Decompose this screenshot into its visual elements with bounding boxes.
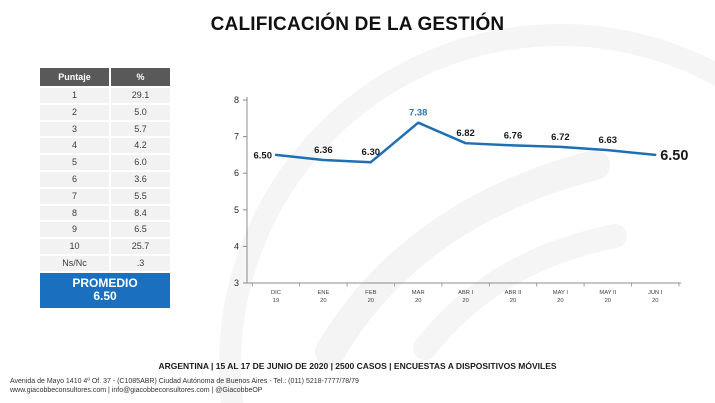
cell-puntaje: 5: [40, 155, 112, 170]
data-label: 6.50: [254, 150, 273, 161]
x-tick-label: ENE 20: [317, 290, 329, 304]
line-chart-svg: 3 4 5 6 7 8 DIC 19 ENE 20 FEB 20 MAR 20 ABR I 20 ABR II 2…: [234, 95, 688, 304]
cell-puntaje: 10: [40, 239, 112, 254]
table-row: 9 6.5: [40, 222, 170, 238]
x-tick-label: JUN I 20: [648, 290, 663, 304]
data-label: 6.50: [660, 148, 688, 164]
rating-table-body: 1 29.1 2 5.0 3 5.7 4 4.2 5 6.0 6 3.6 7 5.5 8 8.4 9 6.5 10 2…: [40, 88, 170, 271]
page-title: CALIFICACIÓN DE LA GESTIÓN: [210, 14, 505, 35]
table-row: 3 5.7: [40, 121, 170, 137]
x-tick-label: MAY II 20: [599, 290, 616, 304]
promedio-summary: PROMEDIO 6.50: [40, 272, 170, 308]
contact-footer: Avenida de Mayo 1410 4º Of. 37 - (C1085A…: [10, 377, 610, 395]
table-row: 8 8.4: [40, 205, 170, 221]
cell-percent: 4.2: [134, 140, 147, 151]
data-label: 6.36: [314, 145, 333, 156]
promedio-value: 6.50: [93, 288, 117, 303]
data-label: 6.30: [362, 147, 381, 158]
cell-percent: 6.5: [134, 224, 147, 235]
cell-percent: 6.0: [134, 157, 147, 168]
cell-puntaje: 1: [40, 88, 112, 103]
column-header-percent: %: [136, 72, 145, 82]
cell-puntaje: 6: [40, 171, 112, 187]
rating-table-header: Puntaje %: [40, 68, 170, 86]
series-line: [274, 121, 657, 164]
table-row: 7 5.5: [40, 188, 170, 204]
x-tick-label: MAY I 20: [553, 290, 569, 304]
footer-address: Avenida de Mayo 1410 4º Of. 37 - (C1085A…: [10, 378, 359, 385]
cell-puntaje: 3: [40, 121, 112, 137]
y-tick-label: 8: [234, 95, 239, 105]
cell-percent: 3.6: [134, 173, 147, 184]
table-row: 2 5.0: [40, 104, 170, 120]
data-label: 6.82: [456, 128, 475, 139]
cell-percent: 29.1: [131, 90, 150, 100]
methodology-note: ARGENTINA | 15 AL 17 DE JUNIO DE 2020 | …: [158, 361, 557, 371]
data-label: 6.76: [504, 130, 523, 141]
data-label: 6.63: [599, 135, 618, 146]
cell-puntaje: Ns/Nc: [40, 255, 112, 271]
cell-percent: 8.4: [134, 207, 147, 218]
data-label: 7.38: [409, 108, 428, 119]
gestion-line-chart: 3 4 5 6 7 8 DIC 19 ENE 20 FEB 20 MAR 20 ABR I 20 ABR II 2…: [230, 90, 705, 315]
cell-puntaje: 7: [40, 188, 112, 204]
cell-percent: 5.7: [134, 123, 147, 134]
cell-puntaje: 9: [40, 222, 112, 238]
table-row: 5 6.0: [40, 155, 170, 170]
cell-puntaje: 2: [40, 104, 112, 120]
x-tick-label: ABR I 20: [458, 290, 474, 304]
y-tick-label: 3: [234, 278, 239, 288]
x-tick-label: MAR 20: [412, 290, 425, 304]
table-row: 6 3.6: [40, 171, 170, 187]
cell-percent: 5.0: [134, 106, 147, 117]
column-header-puntaje: Puntaje: [40, 68, 112, 86]
y-tick-label: 7: [234, 132, 239, 142]
y-tick-label: 6: [234, 168, 239, 178]
cell-percent: 5.5: [134, 190, 147, 201]
cell-puntaje: 8: [40, 205, 112, 221]
cell-percent: .3: [136, 257, 145, 268]
table-row: 1 29.1: [40, 88, 170, 103]
data-label: 6.72: [551, 132, 570, 143]
cell-puntaje: 4: [40, 138, 112, 154]
x-tick-label: ABR II 20: [505, 290, 522, 304]
table-row: 10 25.7: [40, 239, 170, 254]
x-tick-label: DIC 19: [271, 290, 281, 304]
promedio-label: PROMEDIO: [72, 275, 138, 290]
rating-table: Puntaje % 1 29.1 2 5.0 3 5.7 4 4.2 5 6.0 6 3.6 7 5.5 8…: [40, 68, 170, 308]
y-tick-label: 5: [234, 205, 239, 215]
table-row: 4 4.2: [40, 138, 170, 154]
x-tick-label: FEB 20: [365, 290, 376, 304]
y-tick-label: 4: [234, 241, 239, 251]
cell-percent: 25.7: [131, 241, 150, 252]
table-row: Ns/Nc .3: [40, 255, 170, 271]
footer-web-contacts: www.giacobbeconsultores.com | info@giaco…: [10, 387, 263, 394]
